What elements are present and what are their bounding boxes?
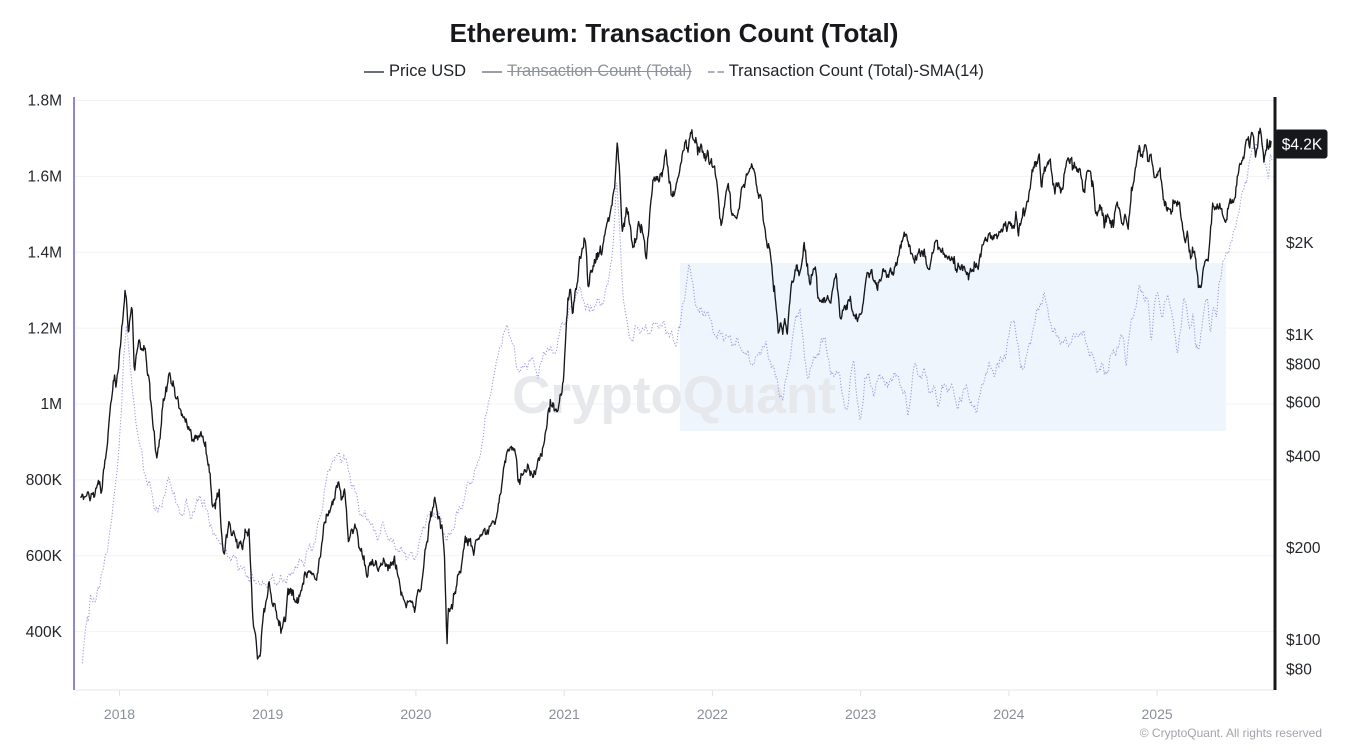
svg-text:600K: 600K bbox=[26, 548, 63, 565]
svg-text:2021: 2021 bbox=[549, 706, 580, 722]
svg-text:$400: $400 bbox=[1286, 448, 1321, 465]
svg-text:$200: $200 bbox=[1286, 540, 1321, 557]
svg-text:2022: 2022 bbox=[697, 706, 728, 722]
svg-text:1M: 1M bbox=[40, 396, 62, 413]
svg-text:800K: 800K bbox=[26, 472, 63, 489]
svg-text:2020: 2020 bbox=[400, 706, 431, 722]
svg-text:2023: 2023 bbox=[845, 706, 876, 722]
svg-text:1.2M: 1.2M bbox=[28, 320, 62, 337]
svg-text:2024: 2024 bbox=[993, 706, 1024, 722]
svg-text:$4.2K: $4.2K bbox=[1282, 137, 1323, 154]
svg-text:400K: 400K bbox=[26, 624, 63, 641]
svg-text:2025: 2025 bbox=[1142, 706, 1173, 722]
svg-text:2018: 2018 bbox=[104, 706, 135, 722]
svg-text:1.4M: 1.4M bbox=[28, 245, 62, 262]
svg-text:$100: $100 bbox=[1286, 632, 1321, 649]
svg-text:$2K: $2K bbox=[1286, 235, 1314, 252]
svg-text:CryptoQuant: CryptoQuant bbox=[512, 366, 836, 425]
svg-text:$800: $800 bbox=[1286, 357, 1321, 374]
svg-text:2019: 2019 bbox=[252, 706, 283, 722]
svg-text:$80: $80 bbox=[1286, 662, 1312, 679]
svg-text:1.8M: 1.8M bbox=[28, 93, 62, 110]
svg-text:$1K: $1K bbox=[1286, 327, 1314, 344]
svg-text:1.6M: 1.6M bbox=[28, 169, 62, 186]
svg-text:$600: $600 bbox=[1286, 395, 1321, 412]
